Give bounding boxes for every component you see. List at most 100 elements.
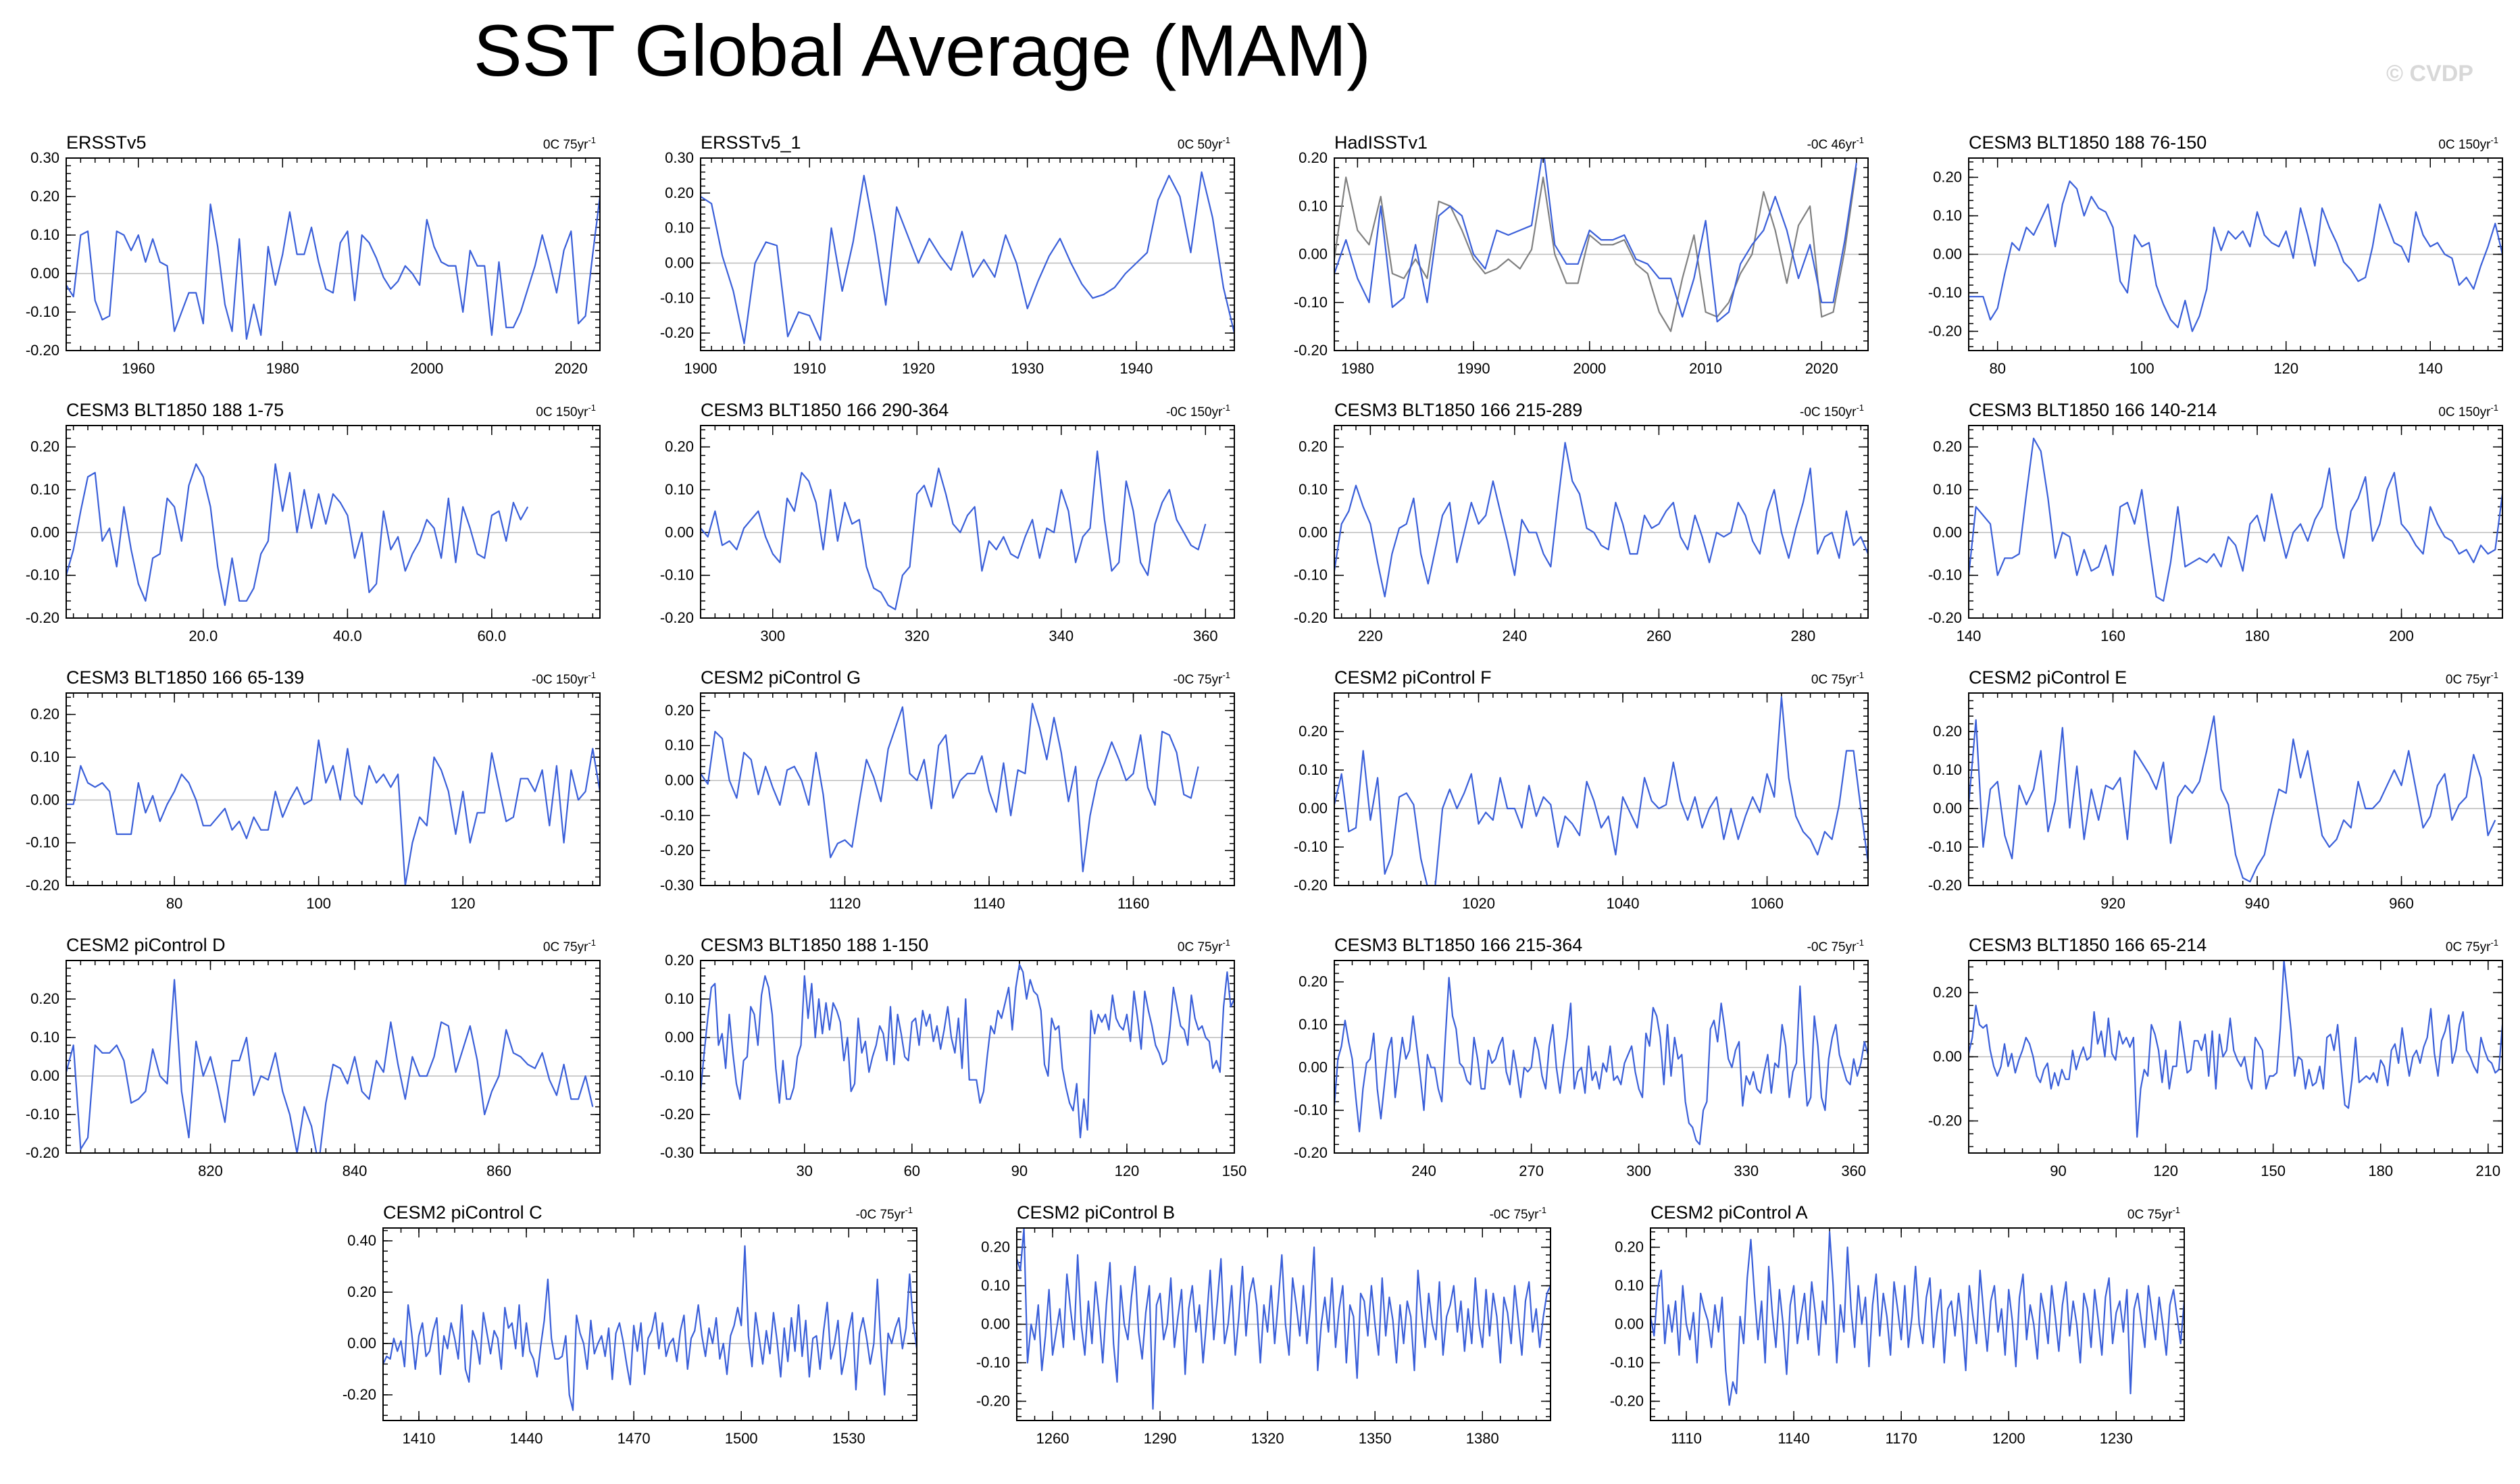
panel-cesm3-blt1850-166-65-214: CESM3 BLT1850 166 65-214 0C 75yr-1 -0.20 0.…	[1928, 935, 2503, 1179]
y-tick-label: 0.20	[665, 438, 694, 455]
y-tick-label: -0.10	[1928, 567, 1962, 584]
series-line	[1334, 696, 1868, 886]
y-tick-label: -0.20	[660, 609, 694, 626]
x-tick-label: 20.0	[188, 628, 218, 644]
plot-frame	[1968, 425, 2503, 619]
panel-cesm3-blt1850-166-140-214: CESM3 BLT1850 166 140-214 0C 150yr-1 -0.20…	[1928, 400, 2503, 644]
trend-label: -0C 150yr-1	[1166, 403, 1230, 419]
trend-label: -0C 150yr-1	[1800, 403, 1864, 419]
trend-exponent: -1	[1856, 403, 1864, 413]
x-tick-label: 120	[2273, 360, 2298, 377]
x-tick-label: 30	[797, 1162, 813, 1179]
watermark: © CVDP	[2386, 61, 2473, 86]
y-tick-label: -0.10	[26, 567, 59, 584]
x-tick-label: 90	[2050, 1162, 2066, 1179]
y-tick-label: 0.20	[1299, 973, 1328, 990]
trend-label: 0C 75yr-1	[543, 938, 596, 954]
series-line	[701, 171, 1234, 344]
series-line	[701, 702, 1199, 873]
y-tick-label: -0.10	[660, 807, 694, 823]
y-tick-label: 0.10	[30, 748, 59, 765]
y-tick-label: 0.20	[1933, 169, 1962, 186]
y-tick-label: 0.10	[1299, 481, 1328, 498]
y-tick-label: -0.10	[1294, 1102, 1328, 1119]
x-tick-label: 860	[486, 1162, 511, 1179]
y-tick-label: -0.20	[1294, 609, 1328, 626]
panel-title: HadISSTv1	[1334, 132, 1428, 153]
x-tick-label: 1980	[266, 360, 299, 377]
reference-series-line	[1334, 168, 1857, 332]
y-tick-label: 0.00	[1933, 1048, 1962, 1065]
y-tick-label: -0.10	[1294, 294, 1328, 311]
panel-title: CESM3 BLT1850 166 215-364	[1334, 935, 1582, 955]
y-tick-label: 0.10	[981, 1277, 1010, 1294]
y-tick-label: 0.00	[665, 772, 694, 789]
trend-label: -0C 46yr-1	[1807, 135, 1864, 152]
y-tick-label: 0.30	[30, 149, 59, 166]
series-line	[1969, 715, 2496, 883]
trend-label: 0C 75yr-1	[543, 135, 596, 152]
x-tick-label: 100	[306, 895, 331, 912]
y-tick-label: 0.10	[665, 990, 694, 1007]
plot-frame	[1334, 692, 1869, 886]
x-tick-label: 40.0	[333, 628, 362, 644]
plot-frame	[66, 692, 601, 886]
x-tick-label: 1500	[725, 1430, 758, 1447]
x-tick-label: 840	[343, 1162, 368, 1179]
y-tick-label: 0.20	[1615, 1239, 1644, 1256]
trend-exponent: -1	[1222, 938, 1230, 948]
x-tick-label: 360	[1841, 1162, 1866, 1179]
series-line	[1650, 1231, 2184, 1406]
x-tick-label: 140	[2418, 360, 2443, 377]
x-tick-label: 1410	[403, 1430, 436, 1447]
x-tick-label: 120	[451, 895, 476, 912]
y-tick-label: 0.00	[1299, 523, 1328, 540]
panel-title: ERSSTv5	[66, 132, 147, 153]
plot-frame	[66, 157, 601, 351]
x-tick-label: 280	[1791, 628, 1816, 644]
y-tick-label: 0.00	[1933, 800, 1962, 817]
x-tick-label: 1060	[1750, 895, 1784, 912]
panel-title: CESM2 piControl E	[1969, 667, 2127, 688]
series-line	[66, 196, 600, 340]
panel-title: CESM3 BLT1850 166 140-214	[1969, 400, 2217, 420]
trend-exponent: -1	[1538, 1205, 1546, 1215]
y-tick-label: 0.00	[1933, 246, 1962, 263]
trend-label: 0C 75yr-1	[2446, 938, 2498, 954]
y-tick-label: 0.00	[1299, 800, 1328, 817]
y-tick-label: -0.20	[1928, 609, 1962, 626]
y-tick-label: 0.10	[30, 1029, 59, 1046]
y-tick-label: -0.10	[976, 1354, 1010, 1371]
panel-cesm2-picontrol-f: CESM2 piControl F 0C 75yr-1 -0.20 -0.10 0.00…	[1294, 667, 1869, 912]
y-tick-label: 0.00	[1933, 523, 1962, 540]
y-tick-label: 0.20	[981, 1239, 1010, 1256]
trend-exponent: -1	[588, 403, 596, 413]
panel-hadisstv1: HadISSTv1 -0C 46yr-1 -0.20 -0.10 0.00 0.10 0.2…	[1294, 132, 1869, 377]
y-tick-label: 0.20	[30, 706, 59, 723]
y-tick-label: -0.20	[660, 324, 694, 341]
x-tick-label: 1140	[973, 895, 1005, 912]
y-tick-label: -0.20	[26, 877, 59, 894]
y-tick-label: 0.00	[30, 791, 59, 808]
plot-frame	[66, 960, 601, 1154]
trend-exponent: -1	[588, 670, 596, 680]
y-tick-label: 0.30	[665, 149, 694, 166]
y-tick-label: 0.00	[981, 1316, 1010, 1333]
x-tick-label: 1900	[684, 360, 717, 377]
y-tick-label: 0.10	[1933, 761, 1962, 778]
x-tick-label: 1170	[1885, 1430, 1917, 1447]
x-tick-label: 2020	[555, 360, 588, 377]
x-tick-label: 240	[1411, 1162, 1436, 1179]
x-tick-label: 1160	[1117, 895, 1149, 912]
x-tick-label: 300	[1626, 1162, 1651, 1179]
plot-frame	[1968, 157, 2503, 351]
x-tick-label: 2010	[1689, 360, 1722, 377]
x-tick-label: 270	[1519, 1162, 1544, 1179]
panel-title: CESM3 BLT1850 166 215-289	[1334, 400, 1582, 420]
plot-frame	[700, 692, 1235, 886]
y-tick-label: 0.00	[665, 1029, 694, 1046]
y-tick-label: 0.00	[30, 265, 59, 282]
panel-title: CESM2 piControl D	[66, 935, 226, 955]
y-tick-label: 0.20	[30, 990, 59, 1007]
